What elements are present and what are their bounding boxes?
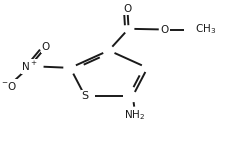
Text: N$^+$: N$^+$: [21, 60, 38, 73]
Text: NH$_2$: NH$_2$: [124, 109, 146, 122]
Text: O: O: [42, 42, 50, 52]
Text: S: S: [81, 91, 89, 101]
Text: CH$_3$: CH$_3$: [195, 23, 216, 36]
Text: O: O: [160, 25, 169, 35]
Text: $^{-}$O: $^{-}$O: [1, 80, 17, 92]
Text: O: O: [123, 4, 132, 14]
